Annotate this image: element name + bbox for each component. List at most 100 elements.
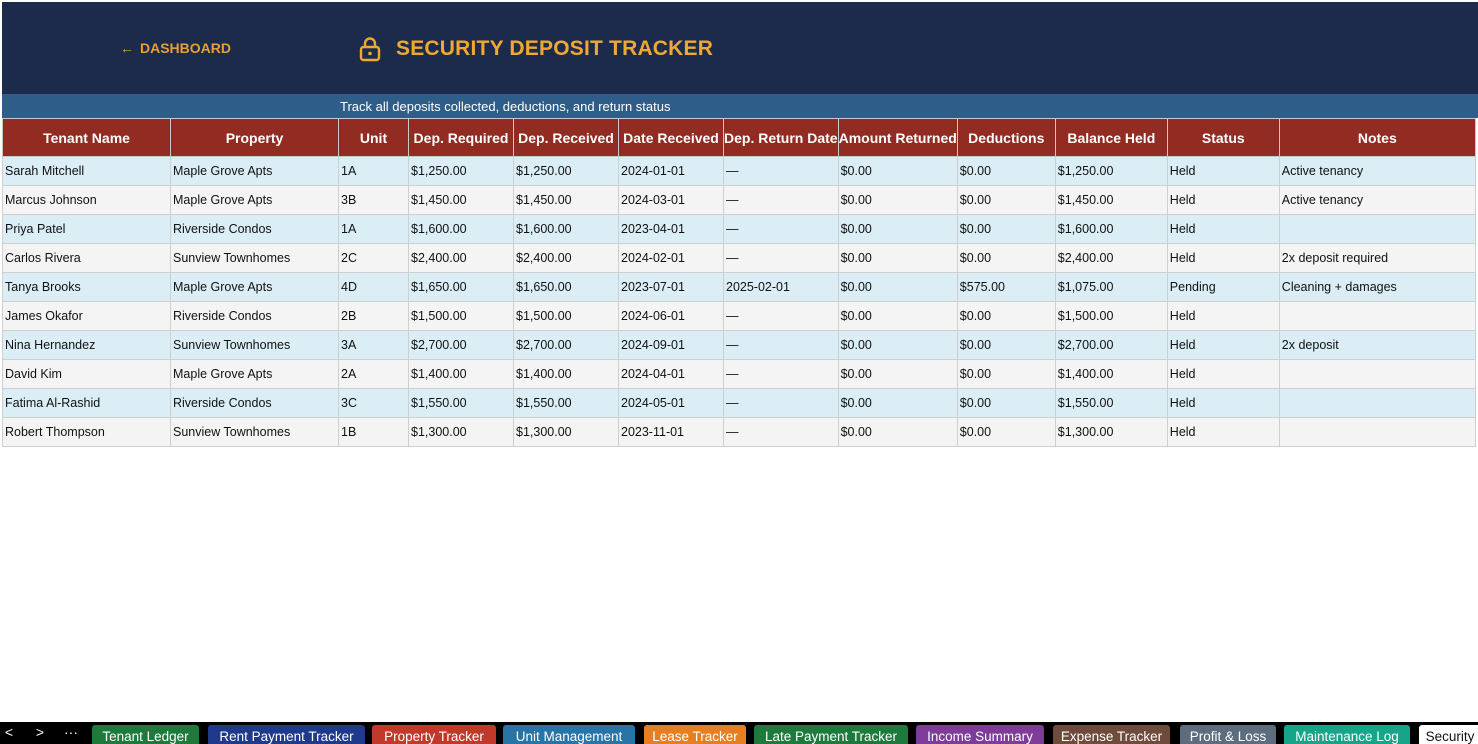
table-cell[interactable]: $2,400.00 xyxy=(513,243,619,273)
table-cell[interactable]: $1,250.00 xyxy=(408,156,514,186)
table-cell[interactable]: $0.00 xyxy=(837,214,958,244)
sheet-tab[interactable]: Property Tracker xyxy=(372,725,496,744)
column-header[interactable]: Dep. Received xyxy=(513,118,619,157)
table-cell[interactable]: 3A xyxy=(338,330,409,360)
table-cell[interactable]: $1,500.00 xyxy=(513,301,619,331)
table-cell[interactable]: — xyxy=(723,359,839,389)
table-cell[interactable]: James Okafor xyxy=(2,301,171,331)
column-header[interactable]: Unit xyxy=(338,118,409,157)
sheet-tab[interactable]: Security xyxy=(1419,725,1478,744)
table-cell[interactable]: $1,500.00 xyxy=(408,301,514,331)
table-cell[interactable]: $0.00 xyxy=(837,359,958,389)
table-cell[interactable] xyxy=(1278,214,1476,244)
table-cell[interactable]: $0.00 xyxy=(837,156,958,186)
table-cell[interactable]: 2024-01-01 xyxy=(618,156,724,186)
table-cell[interactable]: $1,500.00 xyxy=(1054,301,1168,331)
table-cell[interactable]: $2,700.00 xyxy=(513,330,619,360)
table-cell[interactable]: Held xyxy=(1166,417,1280,447)
sheet-tab[interactable]: Tenant Ledger xyxy=(92,725,199,744)
column-header[interactable]: Deductions xyxy=(956,118,1056,157)
table-cell[interactable]: Riverside Condos xyxy=(170,214,339,244)
table-cell[interactable]: $0.00 xyxy=(956,417,1056,447)
table-cell[interactable]: — xyxy=(723,388,839,418)
column-header[interactable]: Status xyxy=(1166,118,1280,157)
table-cell[interactable]: Riverside Condos xyxy=(170,388,339,418)
table-cell[interactable]: Cleaning + damages xyxy=(1278,272,1476,302)
table-cell[interactable]: — xyxy=(723,417,839,447)
table-cell[interactable]: Marcus Johnson xyxy=(2,185,171,215)
sheet-tab[interactable]: Rent Payment Tracker xyxy=(208,725,365,744)
table-cell[interactable]: $1,550.00 xyxy=(1054,388,1168,418)
table-cell[interactable] xyxy=(1278,301,1476,331)
table-cell[interactable]: $2,700.00 xyxy=(1054,330,1168,360)
table-cell[interactable]: — xyxy=(723,243,839,273)
table-cell[interactable]: $1,450.00 xyxy=(513,185,619,215)
column-header[interactable]: Property xyxy=(170,118,339,157)
table-cell[interactable]: Maple Grove Apts xyxy=(170,156,339,186)
table-cell[interactable]: $0.00 xyxy=(837,301,958,331)
table-cell[interactable]: Maple Grove Apts xyxy=(170,185,339,215)
sheet-tab[interactable]: Expense Tracker xyxy=(1053,725,1170,744)
dashboard-back-link[interactable]: ← DASHBOARD xyxy=(120,40,231,56)
table-cell[interactable]: $575.00 xyxy=(956,272,1056,302)
table-cell[interactable]: $0.00 xyxy=(837,330,958,360)
table-cell[interactable]: $1,650.00 xyxy=(408,272,514,302)
table-cell[interactable]: — xyxy=(723,301,839,331)
table-cell[interactable]: 2023-11-01 xyxy=(618,417,724,447)
table-cell[interactable]: Sarah Mitchell xyxy=(2,156,171,186)
table-cell[interactable]: Tanya Brooks xyxy=(2,272,171,302)
table-cell[interactable]: 2x deposit required xyxy=(1278,243,1476,273)
table-cell[interactable]: 2023-07-01 xyxy=(618,272,724,302)
column-header[interactable]: Amount Returned xyxy=(837,118,958,157)
table-cell[interactable]: 1B xyxy=(338,417,409,447)
table-cell[interactable]: $0.00 xyxy=(956,214,1056,244)
table-cell[interactable]: $1,550.00 xyxy=(513,388,619,418)
table-cell[interactable]: David Kim xyxy=(2,359,171,389)
table-cell[interactable]: $2,400.00 xyxy=(408,243,514,273)
table-cell[interactable]: Pending xyxy=(1166,272,1280,302)
table-cell[interactable]: $1,300.00 xyxy=(513,417,619,447)
sheet-tab[interactable]: Income Summary xyxy=(916,725,1044,744)
table-cell[interactable]: Held xyxy=(1166,388,1280,418)
column-header[interactable]: Dep. Required xyxy=(408,118,514,157)
table-cell[interactable]: 2024-06-01 xyxy=(618,301,724,331)
sheet-tab[interactable]: Late Payment Tracker xyxy=(754,725,908,744)
table-cell[interactable]: 1A xyxy=(338,156,409,186)
table-cell[interactable]: Held xyxy=(1166,359,1280,389)
table-cell[interactable]: $0.00 xyxy=(837,272,958,302)
table-cell[interactable]: $0.00 xyxy=(956,388,1056,418)
table-cell[interactable]: Carlos Rivera xyxy=(2,243,171,273)
table-cell[interactable]: 2024-09-01 xyxy=(618,330,724,360)
table-cell[interactable]: Maple Grove Apts xyxy=(170,272,339,302)
table-cell[interactable]: 3B xyxy=(338,185,409,215)
table-cell[interactable]: Riverside Condos xyxy=(170,301,339,331)
table-cell[interactable]: $0.00 xyxy=(837,185,958,215)
table-cell[interactable] xyxy=(1278,359,1476,389)
sheet-tab[interactable]: Unit Management xyxy=(503,725,635,744)
column-header[interactable]: Date Received xyxy=(618,118,724,157)
table-cell[interactable]: $0.00 xyxy=(837,388,958,418)
table-cell[interactable]: 2024-03-01 xyxy=(618,185,724,215)
table-cell[interactable]: $2,700.00 xyxy=(408,330,514,360)
table-cell[interactable]: $1,600.00 xyxy=(1054,214,1168,244)
table-cell[interactable]: Sunview Townhomes xyxy=(170,243,339,273)
table-cell[interactable]: $1,450.00 xyxy=(1054,185,1168,215)
table-cell[interactable]: $0.00 xyxy=(956,185,1056,215)
sheet-tab[interactable]: Profit & Loss xyxy=(1180,725,1276,744)
table-cell[interactable]: $1,400.00 xyxy=(1054,359,1168,389)
table-cell[interactable]: Held xyxy=(1166,243,1280,273)
table-cell[interactable]: — xyxy=(723,330,839,360)
table-cell[interactable]: Maple Grove Apts xyxy=(170,359,339,389)
table-cell[interactable]: Active tenancy xyxy=(1278,156,1476,186)
table-cell[interactable]: 2025-02-01 xyxy=(723,272,839,302)
table-cell[interactable]: Active tenancy xyxy=(1278,185,1476,215)
table-cell[interactable] xyxy=(1278,417,1476,447)
table-cell[interactable]: $1,400.00 xyxy=(513,359,619,389)
table-cell[interactable]: $1,650.00 xyxy=(513,272,619,302)
table-cell[interactable]: Robert Thompson xyxy=(2,417,171,447)
sheet-tab[interactable]: Maintenance Log xyxy=(1284,725,1410,744)
table-cell[interactable]: 3C xyxy=(338,388,409,418)
table-cell[interactable]: $1,600.00 xyxy=(408,214,514,244)
table-cell[interactable]: — xyxy=(723,156,839,186)
table-cell[interactable]: Held xyxy=(1166,185,1280,215)
